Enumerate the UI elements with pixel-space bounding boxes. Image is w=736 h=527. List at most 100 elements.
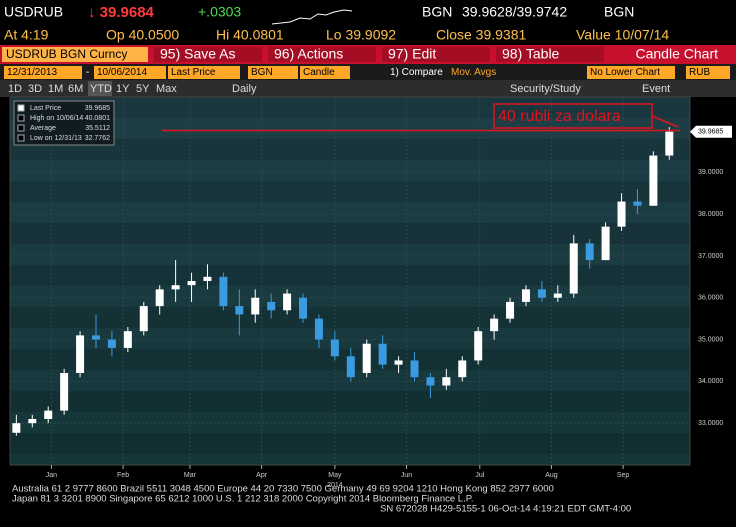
candle-body [458, 360, 467, 378]
candle-body [521, 289, 530, 302]
menu-button[interactable] [496, 47, 604, 62]
source: BGN [422, 4, 452, 20]
legend-value: 32.7762 [85, 135, 110, 142]
last-price-tag [690, 125, 732, 138]
candle-body [665, 131, 674, 156]
candle-body [44, 410, 53, 419]
candle-body [490, 318, 499, 332]
range-button[interactable]: 3D [28, 83, 42, 95]
menu-button[interactable] [382, 47, 490, 62]
start-date-box[interactable] [4, 66, 82, 79]
band [10, 370, 690, 391]
footer-line: SN 672028 H429-5155-1 06-Oct-14 4:19:21 … [380, 504, 631, 515]
source[interactable]: BGN [251, 67, 273, 78]
lower-chart-box[interactable] [587, 66, 675, 79]
candle-body [569, 243, 578, 294]
x-tick-label: Jun [401, 472, 412, 479]
x-tick-label: Aug [545, 472, 558, 479]
candle-body [283, 293, 292, 311]
source-box[interactable] [248, 66, 298, 79]
range-button[interactable]: 6M [68, 83, 83, 95]
legend-swatch [17, 114, 25, 122]
security-box [2, 47, 148, 62]
compare[interactable]: 1) Compare [390, 67, 443, 78]
annotation-arrow [651, 115, 679, 128]
candle-body [76, 335, 85, 373]
candle-body [155, 289, 164, 307]
lower-chart[interactable]: No Lower Chart [590, 67, 660, 78]
quote-field: Close 39.9381 [436, 27, 527, 43]
x-tick-label: May [328, 472, 342, 479]
menu-button[interactable] [268, 47, 376, 62]
legend-label: Average [30, 125, 56, 132]
candle-body [330, 339, 339, 357]
x-tick-label: Sep [617, 472, 630, 479]
range-button[interactable]: 1M [48, 83, 63, 95]
candle-body [171, 285, 180, 290]
band [10, 391, 690, 412]
band [10, 433, 690, 454]
style[interactable]: Candle [303, 67, 335, 78]
menu-item[interactable]: 96) Actions [274, 46, 343, 62]
candle-body [28, 419, 37, 424]
x-tick-label: Feb [117, 472, 129, 479]
y-tick-label: 34.0000 [698, 378, 723, 385]
quote-field: Lo 39.9092 [326, 27, 396, 43]
last-price-label: 39.9685 [698, 129, 723, 136]
start-date[interactable]: 12/31/2013 [7, 67, 57, 78]
candle-body [314, 318, 323, 340]
band [10, 202, 690, 223]
field-box[interactable] [168, 66, 240, 79]
y-tick-label: 36.0000 [698, 295, 723, 302]
currency-box[interactable] [686, 66, 730, 79]
range-button[interactable]: 1Y [116, 83, 130, 95]
quote-field: Hi 40.0801 [216, 27, 284, 43]
menu-item[interactable]: 97) Edit [388, 46, 436, 62]
end-date[interactable]: 10/06/2014 [97, 67, 147, 78]
candle-body [187, 281, 196, 286]
band [10, 412, 690, 433]
y-tick-label: 35.0000 [698, 336, 723, 343]
candle-body [362, 343, 371, 373]
end-date-box[interactable] [94, 66, 166, 79]
candle-body [585, 243, 594, 261]
band [10, 265, 690, 286]
candle-body [410, 360, 419, 378]
range-active[interactable] [88, 81, 112, 96]
legend-swatch [17, 104, 25, 112]
candle-body [12, 423, 21, 433]
y-tick-label: 33.0000 [698, 420, 723, 427]
study[interactable]: Security/Study [510, 83, 581, 95]
currency[interactable]: RUB [689, 67, 710, 78]
candle-body [426, 377, 435, 386]
period[interactable]: Daily [232, 83, 257, 95]
field[interactable]: Last Price [171, 67, 216, 78]
date-dash: - [86, 67, 89, 78]
style-box[interactable] [300, 66, 350, 79]
band [10, 139, 690, 160]
chart-name: Candle Chart [636, 46, 719, 62]
candle-body [553, 293, 562, 298]
menu-item[interactable]: 98) Table [502, 46, 560, 62]
band [10, 118, 690, 139]
mov-avgs[interactable]: Mov. Avgs [451, 67, 496, 78]
x-tick-label: Jan [46, 472, 57, 479]
candle-body [60, 373, 69, 411]
candle-body [219, 276, 228, 307]
band [10, 181, 690, 202]
legend-box [13, 100, 115, 146]
candle-body [617, 201, 626, 227]
band [10, 223, 690, 244]
candle-body [474, 331, 483, 361]
menu-item[interactable]: 95) Save As [160, 46, 236, 62]
quote-field: Op 40.0500 [106, 27, 179, 43]
range-button[interactable]: 5Y [136, 83, 150, 95]
range-button[interactable]: YTD [90, 83, 112, 95]
range-button[interactable]: Max [156, 83, 177, 95]
event[interactable]: Event [642, 83, 670, 95]
band [10, 454, 690, 465]
range-button[interactable]: 1D [8, 83, 22, 95]
y-tick-label: 38.0000 [698, 211, 723, 218]
menu-button[interactable] [154, 47, 262, 62]
